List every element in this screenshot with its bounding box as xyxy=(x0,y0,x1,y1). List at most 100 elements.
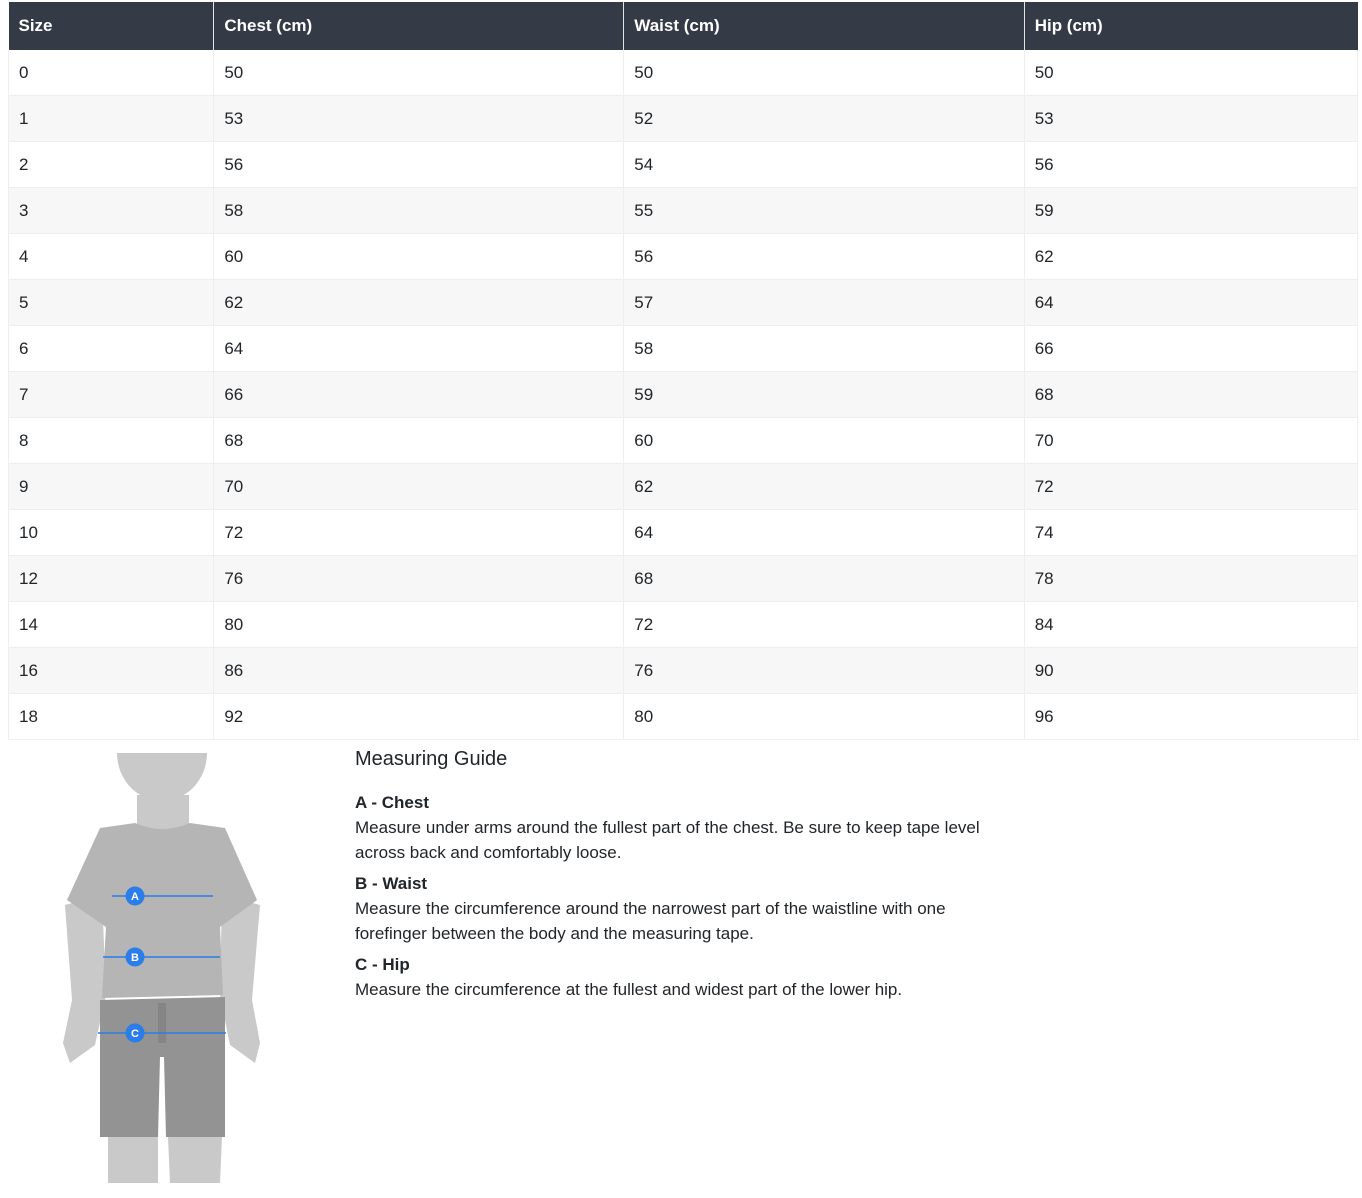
table-cell: 64 xyxy=(623,509,1025,556)
table-row: 10 72 64 74 xyxy=(7,509,1359,556)
table-cell: 59 xyxy=(1023,187,1359,234)
table-cell: 62 xyxy=(213,279,624,326)
right-arm xyxy=(220,895,260,1063)
table-cell: 76 xyxy=(623,647,1025,694)
table-cell: 58 xyxy=(623,325,1025,372)
table-row: 6 64 58 66 xyxy=(7,325,1359,372)
measuring-guide: Measuring Guide A - Chest Measure under a… xyxy=(355,746,1015,1008)
table-cell: 62 xyxy=(623,463,1025,510)
marker-circle xyxy=(125,1023,145,1043)
table-cell: 72 xyxy=(213,509,624,556)
table-cell: 57 xyxy=(623,279,1025,326)
table-row: 8 68 60 70 xyxy=(7,417,1359,464)
table-cell: 90 xyxy=(1023,647,1359,694)
table-row: 14 80 72 84 xyxy=(7,601,1359,648)
table-header-row: Size Chest (cm) Waist (cm) Hip (cm) xyxy=(8,2,1358,50)
table-cell: 74 xyxy=(1023,509,1359,556)
column-header: Chest (cm) xyxy=(213,2,624,50)
table-row: 16 86 76 90 xyxy=(7,647,1359,694)
table-cell: 5 xyxy=(7,279,214,326)
table-cell: 3 xyxy=(7,187,214,234)
table-cell: 10 xyxy=(7,509,214,556)
column-header: Waist (cm) xyxy=(623,2,1025,50)
table-cell: 0 xyxy=(7,50,214,96)
marker-circle xyxy=(125,886,145,906)
table-cell: 78 xyxy=(1023,555,1359,602)
table-row: 3 58 55 59 xyxy=(7,187,1359,234)
table-cell: 56 xyxy=(1023,141,1359,188)
guide-item-label: A - Chest xyxy=(355,793,429,812)
marker-label: B xyxy=(131,952,139,964)
table-cell: 70 xyxy=(213,463,624,510)
table-cell: 6 xyxy=(7,325,214,372)
shirt xyxy=(67,823,257,998)
column-header: Size xyxy=(8,2,214,50)
table-cell: 66 xyxy=(1023,325,1359,372)
head xyxy=(117,753,207,801)
table-row: 9 70 62 72 xyxy=(7,463,1359,510)
table-cell: 1 xyxy=(7,95,214,142)
table-row: 7 66 59 68 xyxy=(7,371,1359,418)
table-cell: 58 xyxy=(213,187,624,234)
table-row: 1 53 52 53 xyxy=(7,95,1359,142)
guide-item-label: B - Waist xyxy=(355,874,428,893)
guide-item-label: C - Hip xyxy=(355,955,410,974)
table-row: 12 76 68 78 xyxy=(7,555,1359,602)
table-cell: 60 xyxy=(213,233,624,280)
table-row: 2 56 54 56 xyxy=(7,141,1359,188)
table-cell: 53 xyxy=(213,95,624,142)
table-cell: 16 xyxy=(7,647,214,694)
table-cell: 72 xyxy=(1023,463,1359,510)
guide-item-text: Measure the circumference at the fullest… xyxy=(355,980,903,999)
table-cell: 52 xyxy=(623,95,1025,142)
table-row: 4 60 56 62 xyxy=(7,233,1359,280)
table-cell: 86 xyxy=(213,647,624,694)
table-cell: 72 xyxy=(623,601,1025,648)
table-cell: 92 xyxy=(213,693,624,740)
table-cell: 64 xyxy=(213,325,624,372)
guide-title: Measuring Guide xyxy=(355,748,508,770)
child-figure-illustration: A B C xyxy=(63,753,260,1183)
table-cell: 8 xyxy=(7,417,214,464)
legs xyxy=(108,1137,222,1183)
table-cell: 96 xyxy=(1023,693,1359,740)
guide-item-text: Measure the circumference around the nar… xyxy=(355,899,946,943)
table-cell: 50 xyxy=(213,50,624,96)
table-cell: 62 xyxy=(1023,233,1359,280)
table-cell: 4 xyxy=(7,233,214,280)
table-cell: 80 xyxy=(623,693,1025,740)
table-cell: 9 xyxy=(7,463,214,510)
guide-item-text: Measure under arms around the fullest pa… xyxy=(355,818,980,862)
table-cell: 56 xyxy=(213,141,624,188)
table-cell: 60 xyxy=(623,417,1025,464)
table-cell: 84 xyxy=(1023,601,1359,648)
table-cell: 59 xyxy=(623,371,1025,418)
marker-label: C xyxy=(131,1028,139,1040)
table-cell: 66 xyxy=(213,371,624,418)
left-arm xyxy=(63,895,106,1063)
table-row: 0 50 50 50 xyxy=(7,50,1359,96)
table-cell: 55 xyxy=(623,187,1025,234)
neck xyxy=(137,795,189,831)
table-cell: 54 xyxy=(623,141,1025,188)
table-cell: 68 xyxy=(1023,371,1359,418)
table-cell: 56 xyxy=(623,233,1025,280)
guide-item: A - Chest Measure under arms around the f… xyxy=(355,790,1015,865)
table-cell: 68 xyxy=(623,555,1025,602)
table-row: 5 62 57 64 xyxy=(7,279,1359,326)
table-cell: 12 xyxy=(7,555,214,602)
table-cell: 7 xyxy=(7,371,214,418)
table-cell: 68 xyxy=(213,417,624,464)
marker-label: A xyxy=(131,891,139,903)
table-cell: 64 xyxy=(1023,279,1359,326)
table-cell: 70 xyxy=(1023,417,1359,464)
guide-item: B - Waist Measure the circumference aroun… xyxy=(355,871,1015,946)
table-cell: 2 xyxy=(7,141,214,188)
table-cell: 76 xyxy=(213,555,624,602)
table-cell: 80 xyxy=(213,601,624,648)
table-cell: 14 xyxy=(7,601,214,648)
table-cell: 50 xyxy=(623,50,1025,96)
table-row: 18 92 80 96 xyxy=(7,693,1359,740)
size-chart-table: Size Chest (cm) Waist (cm) Hip (cm) 0 50 50 50… xyxy=(7,2,1359,740)
table-cell: 53 xyxy=(1023,95,1359,142)
